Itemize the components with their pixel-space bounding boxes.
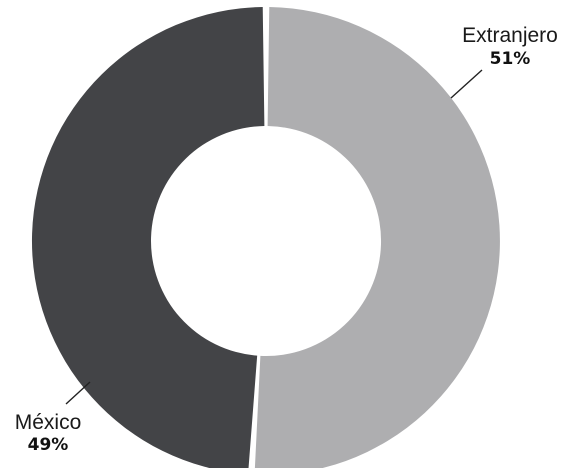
slice-label-mexico: México (15, 411, 82, 434)
donut-slice-mexico (31, 7, 265, 468)
leader-line-extranjero (450, 69, 483, 99)
donut-slices (31, 7, 500, 468)
slice-value-mexico: 49% (28, 435, 69, 455)
slice-label-extranjero: Extranjero (462, 24, 558, 47)
slice-value-extranjero: 51% (490, 49, 531, 69)
leader-line-mexico (65, 381, 91, 405)
donut-slice-extranjero (254, 7, 500, 468)
